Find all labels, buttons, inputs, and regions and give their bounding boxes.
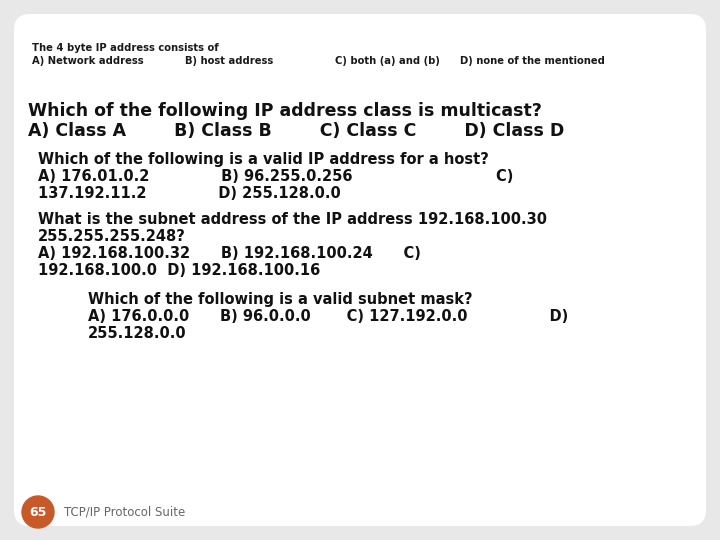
- Text: Which of the following is a valid subnet mask?: Which of the following is a valid subnet…: [88, 292, 472, 307]
- Text: A) 192.168.100.32      B) 192.168.100.24      C): A) 192.168.100.32 B) 192.168.100.24 C): [38, 246, 421, 261]
- Text: 65: 65: [30, 505, 47, 518]
- Text: C) both (a) and (b): C) both (a) and (b): [335, 56, 440, 66]
- Text: What is the subnet address of the IP address 192.168.100.30: What is the subnet address of the IP add…: [38, 212, 547, 227]
- Text: 137.192.11.2              D) 255.128.0.0: 137.192.11.2 D) 255.128.0.0: [38, 186, 341, 201]
- Text: TCP/IP Protocol Suite: TCP/IP Protocol Suite: [64, 505, 185, 518]
- Circle shape: [22, 496, 54, 528]
- Text: The 4 byte IP address consists of: The 4 byte IP address consists of: [32, 43, 219, 53]
- FancyBboxPatch shape: [14, 14, 706, 526]
- Text: 192.168.100.0  D) 192.168.100.16: 192.168.100.0 D) 192.168.100.16: [38, 263, 320, 278]
- Text: 255.128.0.0: 255.128.0.0: [88, 326, 186, 341]
- Text: A) Network address: A) Network address: [32, 56, 143, 66]
- Text: D) none of the mentioned: D) none of the mentioned: [460, 56, 605, 66]
- Text: A) 176.01.0.2              B) 96.255.0.256                            C): A) 176.01.0.2 B) 96.255.0.256 C): [38, 169, 513, 184]
- Text: B) host address: B) host address: [185, 56, 274, 66]
- Text: A) Class A        B) Class B        C) Class C        D) Class D: A) Class A B) Class B C) Class C D) Clas…: [28, 122, 564, 140]
- Text: Which of the following is a valid IP address for a host?: Which of the following is a valid IP add…: [38, 152, 489, 167]
- Text: A) 176.0.0.0      B) 96.0.0.0       C) 127.192.0.0                D): A) 176.0.0.0 B) 96.0.0.0 C) 127.192.0.0 …: [88, 309, 568, 324]
- Text: Which of the following IP address class is multicast?: Which of the following IP address class …: [28, 102, 542, 120]
- Text: 255.255.255.248?: 255.255.255.248?: [38, 229, 186, 244]
